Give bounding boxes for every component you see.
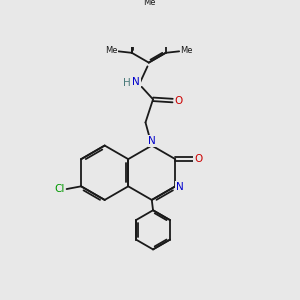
Text: O: O	[194, 154, 202, 164]
Text: O: O	[174, 96, 182, 106]
Text: N: N	[132, 77, 140, 87]
Text: Cl: Cl	[54, 184, 65, 194]
Text: N: N	[148, 136, 156, 146]
Text: Me: Me	[143, 0, 156, 7]
Text: Me: Me	[105, 46, 118, 55]
Text: N: N	[176, 182, 184, 192]
Text: H: H	[123, 78, 131, 88]
Text: Me: Me	[180, 46, 193, 55]
